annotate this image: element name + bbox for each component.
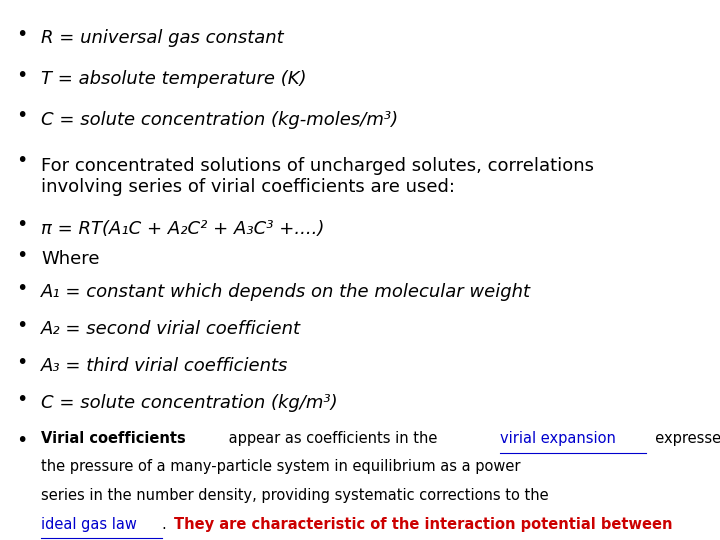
Text: •: •	[17, 431, 28, 450]
Text: •: •	[17, 246, 28, 265]
Text: ideal gas law: ideal gas law	[41, 517, 137, 531]
Text: •: •	[17, 215, 28, 234]
Text: •: •	[17, 151, 28, 171]
Text: •: •	[17, 390, 28, 409]
Text: the pressure of a many-particle system in equilibrium as a power: the pressure of a many-particle system i…	[41, 460, 521, 475]
Text: Where: Where	[41, 250, 99, 268]
Text: series in the number density, providing systematic corrections to the: series in the number density, providing …	[41, 488, 549, 503]
Text: T = absolute temperature (K): T = absolute temperature (K)	[41, 70, 307, 88]
Text: .: .	[162, 517, 171, 531]
Text: virial expansion: virial expansion	[500, 431, 616, 446]
Text: •: •	[17, 25, 28, 44]
Text: •: •	[17, 66, 28, 85]
Text: •: •	[17, 353, 28, 372]
Text: A₂ = second virial coefficient: A₂ = second virial coefficient	[41, 320, 301, 338]
Text: A₃ = third virial coefficients: A₃ = third virial coefficients	[41, 357, 289, 375]
Text: R = universal gas constant: R = universal gas constant	[41, 29, 284, 47]
Text: C = solute concentration (kg-moles/m³): C = solute concentration (kg-moles/m³)	[41, 111, 398, 129]
Text: C = solute concentration (kg/m³): C = solute concentration (kg/m³)	[41, 394, 338, 413]
Text: appear as coefficients in the: appear as coefficients in the	[224, 431, 442, 446]
Text: π = RT(A₁C + A₂C² + A₃C³ +....): π = RT(A₁C + A₂C² + A₃C³ +....)	[41, 220, 325, 238]
Text: •: •	[17, 279, 28, 298]
Text: They are characteristic of the interaction potential between: They are characteristic of the interacti…	[174, 517, 672, 531]
Text: •: •	[17, 316, 28, 335]
Text: A₁ = constant which depends on the molecular weight: A₁ = constant which depends on the molec…	[41, 283, 531, 301]
Text: For concentrated solutions of uncharged solutes, correlations
involving series o: For concentrated solutions of uncharged …	[41, 157, 594, 196]
Text: Virial coefficients: Virial coefficients	[41, 431, 186, 446]
Text: expresses: expresses	[647, 431, 720, 446]
Text: •: •	[17, 106, 28, 125]
